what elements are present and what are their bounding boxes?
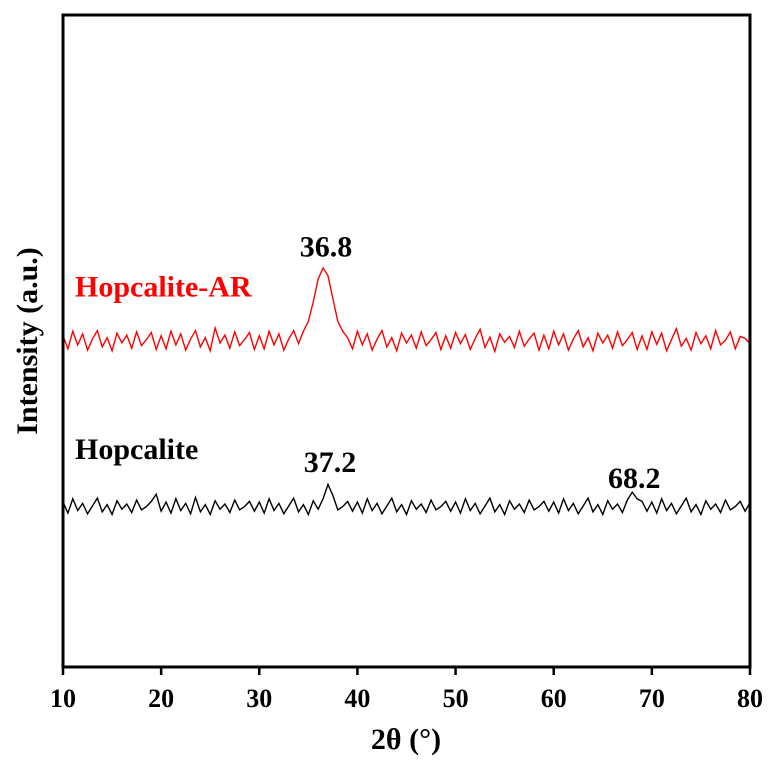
- x-tick-label: 60: [541, 684, 567, 713]
- series-line: [62, 266, 751, 354]
- x-tick-label: 70: [639, 684, 665, 713]
- series-label: Hopcalite-AR: [75, 271, 252, 304]
- x-tick-label: 30: [246, 684, 272, 713]
- y-axis-label: Intensity (a.u.): [11, 247, 44, 435]
- plot-frame: [61, 13, 752, 669]
- x-tick-label: 50: [443, 684, 469, 713]
- x-tick-label: 80: [737, 684, 763, 713]
- peak-annotation: 68.2: [608, 462, 661, 495]
- x-tick-label: 40: [344, 684, 370, 713]
- x-tick-label: 20: [148, 684, 174, 713]
- x-tick-label: 10: [50, 684, 76, 713]
- peak-annotation: 36.8: [300, 231, 353, 264]
- series-label: Hopcalite: [75, 433, 198, 466]
- peak-annotation: 37.2: [304, 446, 357, 479]
- x-axis-label: 2θ (°): [371, 723, 441, 756]
- series-line: [62, 482, 751, 517]
